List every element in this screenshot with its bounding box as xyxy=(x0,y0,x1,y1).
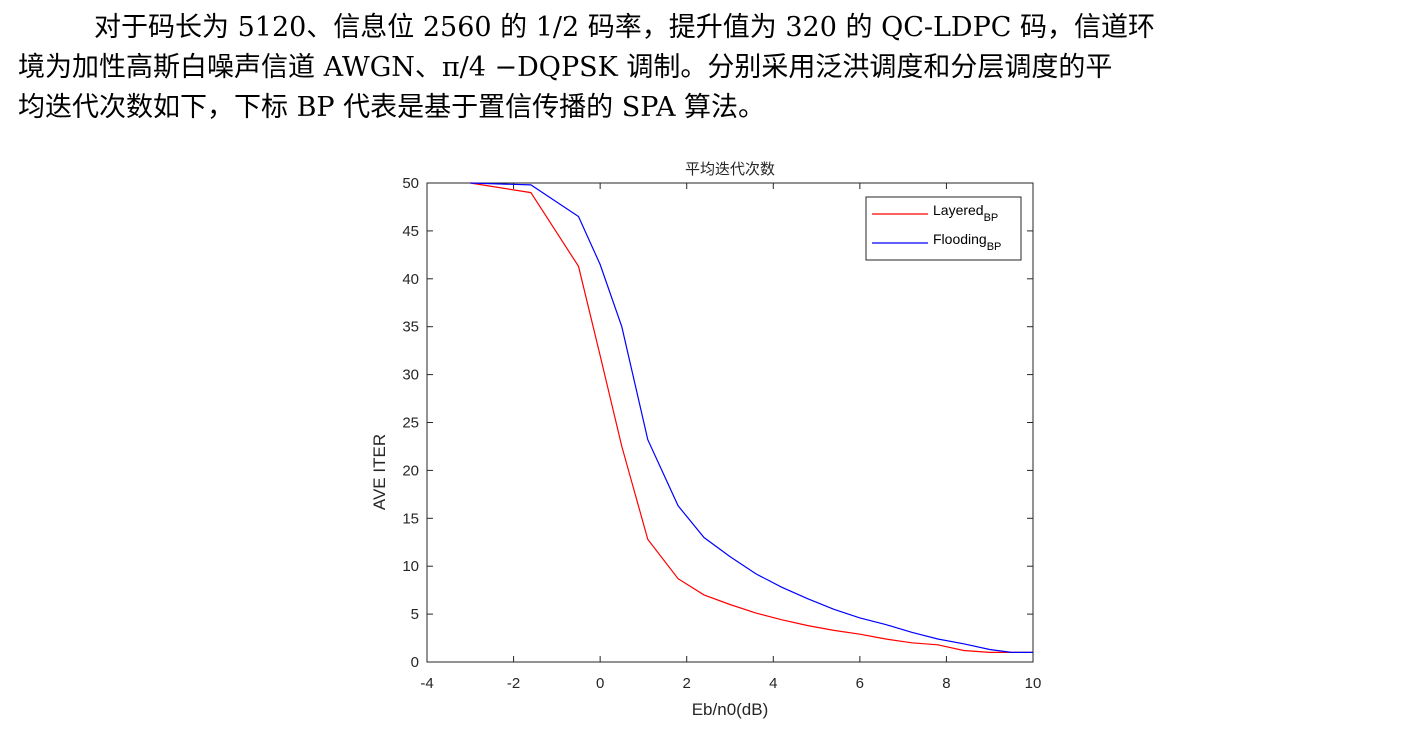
x-tick-label: 6 xyxy=(856,675,864,692)
x-tick-label: 2 xyxy=(683,675,691,692)
y-tick-label: 45 xyxy=(402,223,419,240)
legend-entry-name: Flooding xyxy=(933,231,987,247)
paragraph-line-3: 均迭代次数如下，下标 BP 代表是基于置信传播的 SPA 算法。 xyxy=(18,92,766,123)
legend-entry-layered: LayeredBP xyxy=(933,202,998,224)
chart-title: 平均迭代次数 xyxy=(685,161,775,178)
y-tick-label: 25 xyxy=(402,415,419,432)
intro-paragraph: 对于码长为 5120、信息位 2560 的 1/2 码率，提升值为 320 的 … xyxy=(18,8,1398,128)
legend-entry-flooding: FloodingBP xyxy=(933,231,1001,253)
series-layer xyxy=(470,182,1033,653)
y-tick-label: 20 xyxy=(402,462,419,479)
y-tick-label: 40 xyxy=(402,271,419,288)
y-tick-label: 50 xyxy=(402,175,419,192)
x-tick-label: 10 xyxy=(1025,675,1042,692)
y-tick-label: 0 xyxy=(411,654,419,671)
y-tick-label: 5 xyxy=(411,606,419,623)
y-tick-label: 15 xyxy=(402,510,419,527)
legend-entry-name: Layered xyxy=(933,202,984,218)
y-tick-label: 10 xyxy=(402,558,419,575)
y-axis-label: AVE ITER xyxy=(370,434,389,510)
series-line-layered xyxy=(470,182,1033,653)
paragraph-line-1: 对于码长为 5120、信息位 2560 的 1/2 码率，提升值为 320 的 … xyxy=(94,12,1155,43)
legend-box xyxy=(865,196,1022,261)
x-tick-label: 0 xyxy=(596,675,604,692)
x-tick-label: -2 xyxy=(507,675,520,692)
axis-ticks: -4 -2 0 2 4 6 8 10 0 5 10 15 20 25 30 35 40 45 50 xyxy=(402,175,1041,692)
plot-frame xyxy=(426,182,1034,663)
x-tick-label: 4 xyxy=(769,675,777,692)
legend-entry-subscript: BP xyxy=(984,212,999,224)
y-tick-label: 30 xyxy=(402,367,419,384)
legend-entry-subscript: BP xyxy=(987,241,1002,253)
series-line-flooding xyxy=(470,182,1033,653)
paragraph-line-2: 境为加性高斯白噪声信道 AWGN、π/4 −DQPSK 调制。分别采用泛洪调度和… xyxy=(18,52,1113,83)
iteration-line-chart: 平均迭代次数 -4 -2 0 2 4 6 8 10 0 5 10 15 20 25 30 35 40 45 50 E… xyxy=(370,161,1041,719)
y-tick-label: 35 xyxy=(402,319,419,336)
x-tick-label: -4 xyxy=(420,675,433,692)
plot-area xyxy=(426,182,1034,663)
x-axis-label: Eb/n0(dB) xyxy=(692,700,769,719)
x-tick-label: 8 xyxy=(942,675,950,692)
